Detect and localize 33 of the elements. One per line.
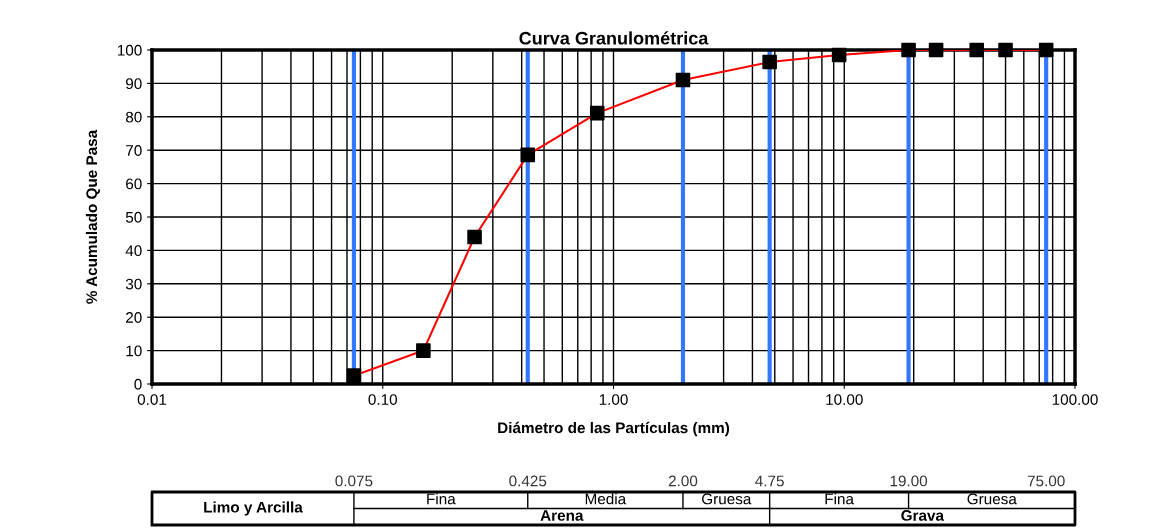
x-tick-label: 0.01 <box>137 394 167 405</box>
y-tick-label: 50 <box>125 211 142 223</box>
y-tick-label: 90 <box>126 78 142 90</box>
text: Arena <box>540 510 584 521</box>
y-tick-label: 30 <box>125 278 142 290</box>
x-tick-label: 10.00 <box>826 394 863 405</box>
text: Gruesa <box>702 493 752 505</box>
y-tick-label: 70 <box>126 145 142 156</box>
y-axis-title: % Acumulado Que Pasa <box>85 129 100 304</box>
y-tick-label: 0 <box>134 378 142 390</box>
text: 75.00 <box>1027 475 1065 487</box>
y-tick-label: 80 <box>125 111 142 123</box>
y-tick-label: 100 <box>117 44 142 56</box>
text: Fina <box>427 493 456 505</box>
x-axis-title: Diámetro de las Partículas (mm) <box>498 421 730 437</box>
y-tick-label: 40 <box>125 245 142 257</box>
text: 0.425 <box>509 475 547 487</box>
y-tick-label: 10 <box>126 345 142 357</box>
text: Media <box>585 493 627 505</box>
text: Gruesa <box>967 493 1017 505</box>
chart-title: Curva Granulométrica <box>519 31 709 45</box>
text: 19.00 <box>890 475 928 487</box>
text: 4.75 <box>755 475 784 487</box>
text: Grava <box>901 510 945 521</box>
text: Limo y Arcilla <box>204 501 303 516</box>
text: Fina <box>825 493 854 505</box>
x-tick-label: 0.10 <box>368 394 398 405</box>
text: 2.00 <box>668 475 698 487</box>
y-tick-label: 60 <box>126 178 142 190</box>
x-tick-label: 100.00 <box>1052 394 1098 405</box>
y-tick-label: 20 <box>126 312 142 323</box>
text: 0.075 <box>335 475 373 487</box>
x-tick-label: 1.00 <box>599 394 628 405</box>
